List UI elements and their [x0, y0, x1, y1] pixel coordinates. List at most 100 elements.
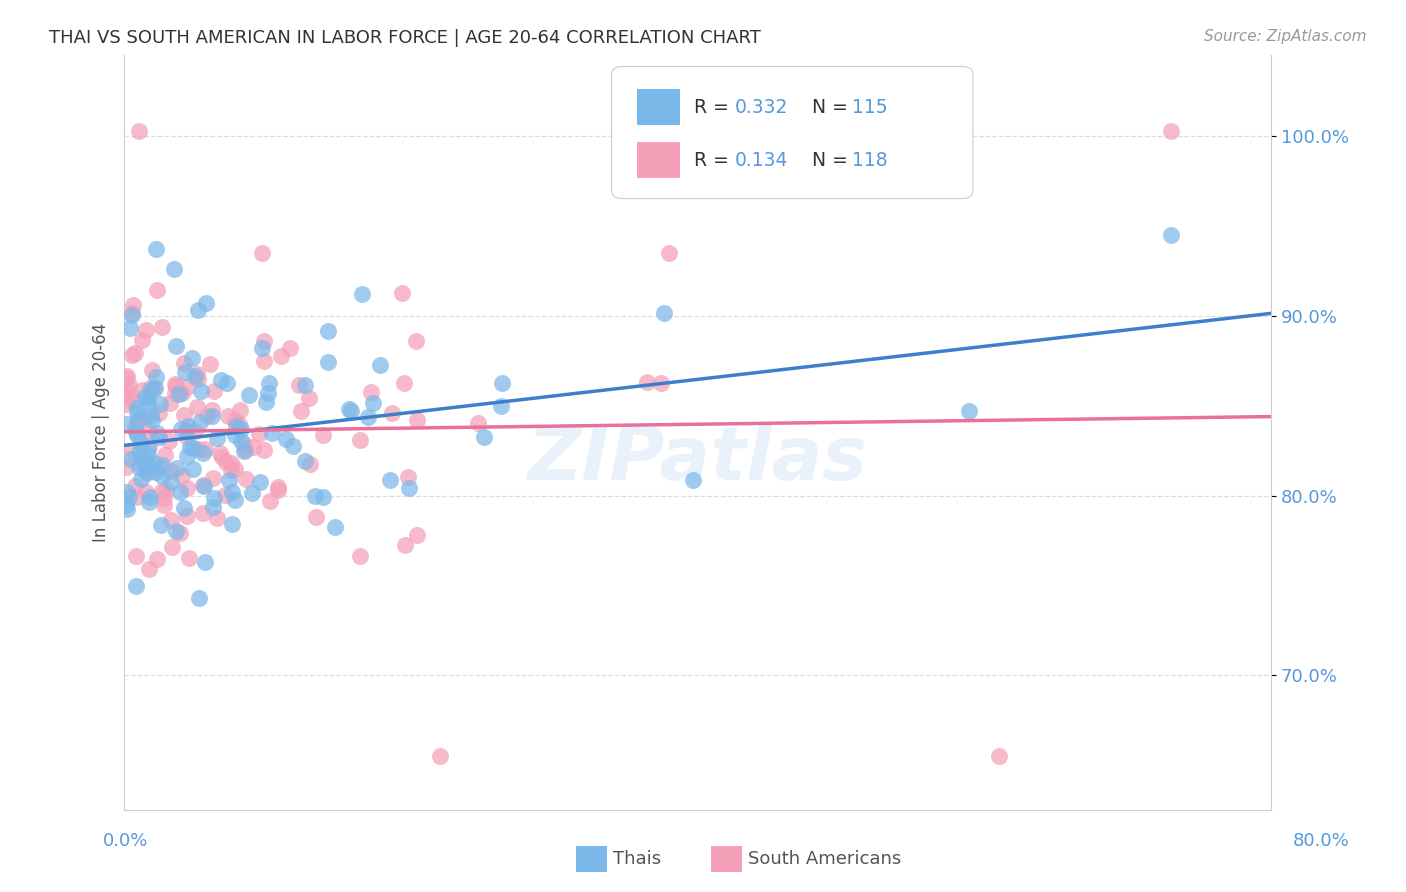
- Point: [138, 562, 160, 576]
- Point: [257, 376, 280, 391]
- Point: [176, 380, 198, 394]
- Point: [121, 444, 143, 458]
- Point: [141, 408, 163, 422]
- Point: [136, 466, 159, 480]
- Point: [179, 551, 201, 566]
- Point: [170, 469, 193, 483]
- Point: [115, 397, 138, 411]
- Point: [250, 341, 273, 355]
- Point: [174, 423, 197, 437]
- Point: [190, 384, 212, 398]
- Point: [260, 426, 283, 441]
- Point: [312, 428, 335, 442]
- Point: [157, 434, 180, 448]
- Point: [150, 458, 173, 472]
- Point: [146, 552, 169, 566]
- Point: [360, 385, 382, 400]
- Point: [288, 377, 311, 392]
- Point: [391, 285, 413, 300]
- Point: [145, 242, 167, 256]
- Point: [135, 485, 157, 500]
- Point: [150, 483, 173, 498]
- Point: [163, 385, 186, 400]
- Point: [120, 387, 142, 401]
- Text: 118: 118: [852, 151, 889, 169]
- Point: [207, 511, 229, 525]
- Point: [267, 483, 290, 497]
- Point: [200, 402, 222, 417]
- Point: [138, 392, 160, 406]
- Point: [149, 397, 172, 411]
- Point: [167, 387, 190, 401]
- Point: [136, 396, 159, 410]
- Point: [489, 399, 512, 413]
- Point: [298, 392, 321, 406]
- Point: [235, 472, 257, 486]
- Point: [149, 461, 172, 475]
- Point: [294, 453, 316, 467]
- Point: [201, 409, 224, 424]
- Point: [170, 422, 193, 436]
- Point: [131, 383, 153, 397]
- Point: [394, 538, 416, 552]
- Point: [184, 424, 207, 438]
- Point: [136, 455, 159, 469]
- Point: [184, 368, 207, 383]
- Point: [117, 484, 139, 499]
- Point: [115, 417, 138, 431]
- Point: [398, 481, 420, 495]
- Point: [115, 502, 138, 516]
- Point: [242, 440, 264, 454]
- Point: [267, 480, 290, 494]
- Point: [337, 401, 360, 416]
- Point: [118, 490, 141, 504]
- Point: [141, 412, 163, 426]
- Point: [134, 409, 156, 424]
- Point: [145, 465, 167, 479]
- Point: [378, 473, 401, 487]
- Point: [256, 394, 278, 409]
- Point: [138, 439, 160, 453]
- Point: [143, 381, 166, 395]
- Point: [682, 473, 704, 487]
- Point: [238, 388, 260, 402]
- Point: [368, 358, 391, 372]
- Point: [166, 461, 188, 475]
- Point: [165, 339, 187, 353]
- Point: [202, 491, 225, 505]
- Point: [270, 349, 292, 363]
- Point: [160, 513, 183, 527]
- Point: [233, 443, 256, 458]
- Point: [121, 347, 143, 361]
- Point: [135, 459, 157, 474]
- Point: [259, 493, 281, 508]
- Point: [145, 370, 167, 384]
- Point: [160, 464, 183, 478]
- Point: [240, 485, 263, 500]
- Point: [987, 749, 1010, 764]
- Point: [141, 362, 163, 376]
- Point: [290, 403, 312, 417]
- Point: [117, 378, 139, 392]
- Point: [127, 406, 149, 420]
- Point: [217, 376, 239, 390]
- Text: 0.134: 0.134: [734, 151, 787, 169]
- Point: [224, 413, 246, 427]
- FancyBboxPatch shape: [637, 142, 681, 178]
- Point: [173, 501, 195, 516]
- Point: [253, 353, 276, 368]
- Point: [173, 408, 195, 422]
- Point: [152, 499, 174, 513]
- Text: R =: R =: [695, 98, 735, 117]
- Point: [1160, 227, 1182, 242]
- Point: [959, 404, 981, 418]
- Point: [153, 448, 176, 462]
- Text: 115: 115: [852, 98, 889, 117]
- Point: [349, 549, 371, 563]
- Point: [429, 749, 451, 764]
- Text: South Americans: South Americans: [748, 850, 901, 868]
- Point: [163, 377, 186, 392]
- Point: [361, 396, 384, 410]
- Point: [163, 261, 186, 276]
- Point: [349, 433, 371, 447]
